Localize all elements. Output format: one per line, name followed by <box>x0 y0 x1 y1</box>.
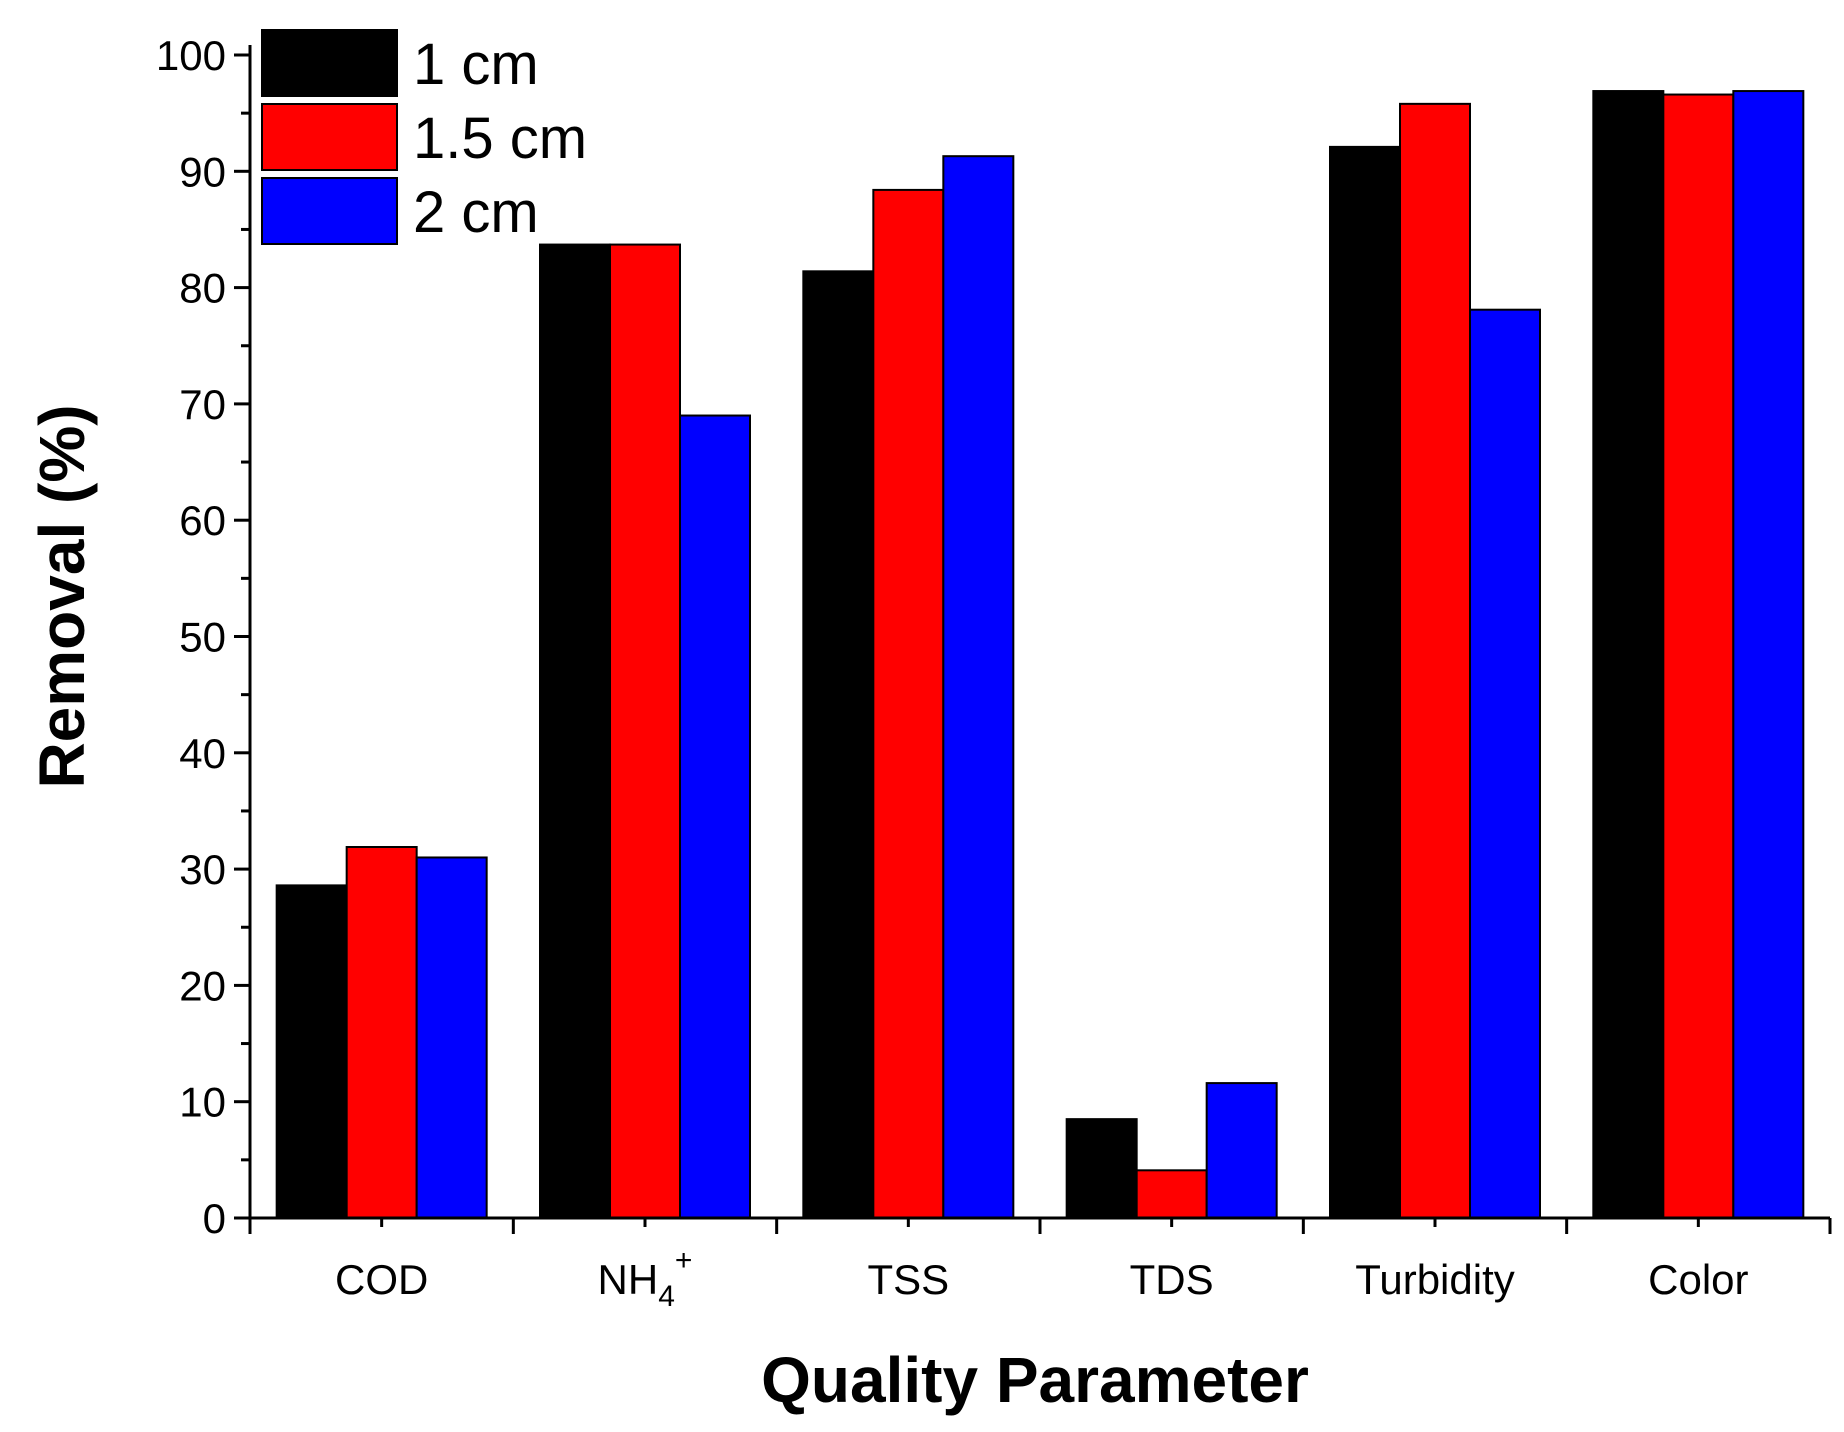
bar-turbidity-series-3 <box>1469 308 1541 1219</box>
x-tick-label: TDS <box>1130 1256 1214 1303</box>
x-tick-label-superscript: + <box>675 1244 693 1277</box>
x-tick-label: COD <box>335 1256 428 1303</box>
y-tick-label: 0 <box>203 1195 226 1242</box>
legend: 1 cm 1.5 cm 2 cm <box>261 29 587 245</box>
bar-cod-series-1 <box>275 884 348 1220</box>
x-ticks-group: COD NH4+ TSS TDS Turbidity Color <box>248 1218 1832 1313</box>
y-tick-label: 100 <box>156 32 226 79</box>
x-axis-title: Quality Parameter <box>761 1344 1309 1416</box>
legend-swatch-series-2 <box>261 103 398 171</box>
x-tick-label: Color <box>1648 1256 1748 1303</box>
x-tick-label: NH4+ <box>598 1244 693 1313</box>
bars-group <box>275 90 1805 1220</box>
bar-color-series-2 <box>1662 93 1735 1220</box>
y-tick-label: 20 <box>179 962 226 1009</box>
bar-nh4-series-2 <box>609 243 681 1220</box>
x-tick-label: TSS <box>867 1256 949 1303</box>
y-tick-label: 50 <box>179 614 226 661</box>
x-tick-label-main: TDS <box>1130 1256 1214 1303</box>
legend-label-series-1: 1 cm <box>413 32 539 97</box>
bar-tds-series-2 <box>1135 1169 1208 1220</box>
x-tick-label-main: Color <box>1648 1256 1748 1303</box>
bar-tds-series-3 <box>1205 1082 1278 1220</box>
bar-nh4-series-3 <box>679 414 751 1219</box>
bar-color-series-3 <box>1732 90 1805 1220</box>
x-tick-label-subscript: 4 <box>658 1280 675 1313</box>
bar-cod-series-3 <box>415 856 488 1219</box>
y-tick-label: 60 <box>179 497 226 544</box>
bar-tss-series-3 <box>942 155 1015 1219</box>
x-tick-label-main: Turbidity <box>1355 1256 1515 1303</box>
bar-color-series-1 <box>1592 90 1665 1220</box>
y-tick-label: 40 <box>179 730 226 777</box>
y-tick-label: 70 <box>179 381 226 428</box>
bar-tss-series-2 <box>872 188 945 1220</box>
legend-swatch-series-1 <box>261 29 398 97</box>
bar-turbidity-series-1 <box>1329 145 1401 1220</box>
bar-cod-series-2 <box>345 846 418 1219</box>
y-tick-label: 30 <box>179 846 226 893</box>
bar-turbidity-series-2 <box>1399 102 1471 1220</box>
legend-label-series-2: 1.5 cm <box>413 106 587 171</box>
x-tick-label-main: COD <box>335 1256 428 1303</box>
y-axis-title: Removal (%) <box>26 404 98 788</box>
bar-tds-series-1 <box>1065 1118 1138 1220</box>
y-tick-label: 90 <box>179 148 226 195</box>
bar-tss-series-1 <box>802 270 875 1219</box>
bar-nh4-series-1 <box>539 243 611 1220</box>
legend-swatch-series-3 <box>261 177 398 245</box>
x-tick-label-main: NH <box>598 1256 659 1303</box>
x-tick-label: Turbidity <box>1355 1256 1515 1303</box>
y-tick-label: 80 <box>179 265 226 312</box>
y-tick-label: 10 <box>179 1079 226 1126</box>
legend-label-series-3: 2 cm <box>413 180 539 245</box>
y-ticks-group: 0 10 20 30 40 50 60 70 80 90 100 <box>156 32 250 1242</box>
x-tick-label-main: TSS <box>867 1256 949 1303</box>
